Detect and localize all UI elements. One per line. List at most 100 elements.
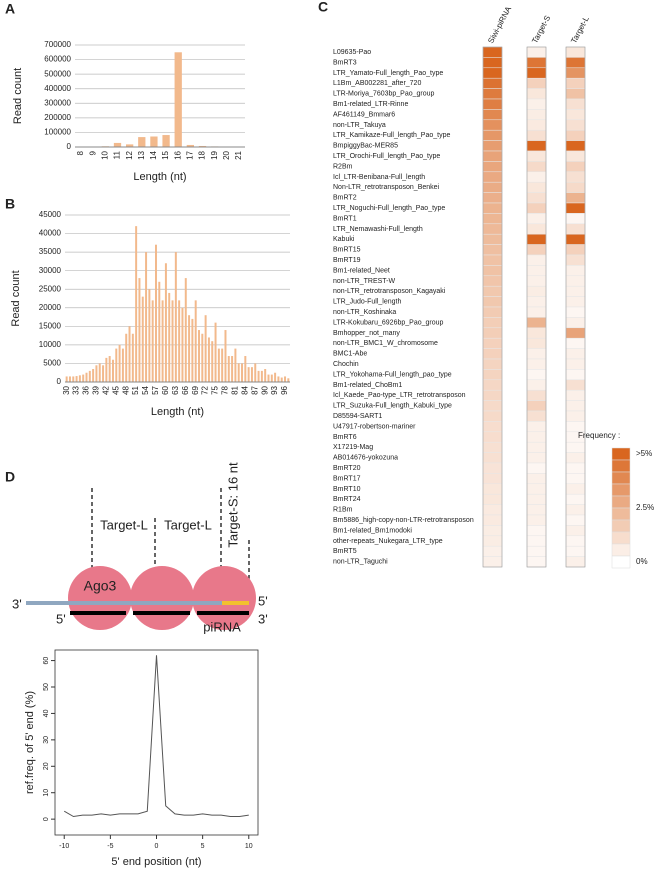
- bar: [231, 356, 233, 382]
- row-label: Bm1-related_Neet: [333, 267, 390, 274]
- heat-cell: [566, 224, 585, 234]
- x-tick-label: 57: [151, 385, 160, 394]
- heat-cell: [483, 161, 502, 171]
- heat-cell: [566, 57, 585, 67]
- row-label: R2Bm: [333, 163, 353, 170]
- heat-cell: [566, 130, 585, 140]
- row-label: non-LTR_TREST-W: [333, 278, 395, 285]
- heat-cell: [566, 442, 585, 452]
- row-label: non-LTR_Koshinaka: [333, 309, 396, 316]
- bar: [181, 308, 183, 382]
- bar: [172, 300, 174, 382]
- y-tick-label: 5000: [43, 359, 61, 368]
- bar: [72, 376, 74, 382]
- heat-cell: [566, 255, 585, 265]
- ago3-circle: [130, 566, 194, 630]
- row-label: non-LTR_retrotransposon_Kagayaki: [333, 288, 446, 295]
- heat-cell: [483, 401, 502, 411]
- y-tick-label: 100000: [44, 128, 71, 137]
- x-tick-label: 87: [250, 385, 259, 394]
- heat-cell: [566, 380, 585, 390]
- heat-cell: [483, 473, 502, 483]
- y-tick-label: 35000: [39, 247, 62, 256]
- heat-cell: [527, 515, 546, 525]
- heat-cell: [527, 359, 546, 369]
- x-tick-label: 63: [171, 385, 180, 394]
- row-label: LTR-Kokubaru_6926bp_Pao_group: [333, 319, 444, 326]
- row-label: BmRT2: [333, 195, 357, 202]
- row-label: BmRT5: [333, 548, 357, 555]
- heat-cell: [527, 349, 546, 359]
- heat-cell: [483, 484, 502, 494]
- x-tick-label: 54: [141, 385, 150, 394]
- x-tick-label: -10: [59, 843, 69, 850]
- row-label: BmRT20: [333, 465, 361, 472]
- heat-cell: [527, 130, 546, 140]
- bar: [175, 252, 177, 382]
- y-tick-label: 300000: [44, 98, 71, 107]
- heat-cell: [483, 68, 502, 78]
- x-tick-label: 10: [100, 150, 109, 159]
- bar: [145, 252, 147, 382]
- heat-cell: [566, 359, 585, 369]
- heat-cell: [566, 390, 585, 400]
- heat-cell: [566, 515, 585, 525]
- heat-cell: [566, 307, 585, 317]
- heat-cell: [527, 224, 546, 234]
- bar: [191, 319, 193, 382]
- x-tick-label: 5: [201, 843, 205, 850]
- legend-swatch: [612, 508, 630, 520]
- bar: [148, 289, 150, 382]
- heat-cell: [527, 494, 546, 504]
- y-tick-label: 30: [43, 736, 50, 744]
- heat-cell: [527, 151, 546, 161]
- y-tick-label: 10: [43, 789, 50, 797]
- heat-cell: [483, 276, 502, 286]
- bar: [82, 375, 84, 382]
- row-label: non-LTR_BMC1_W_chromosome: [333, 340, 438, 347]
- x-tick-label: 9: [88, 150, 97, 155]
- legend-swatch: [612, 544, 630, 556]
- heat-cell: [483, 432, 502, 442]
- heat-cell: [566, 473, 585, 483]
- row-label: non-LTR_Takuya: [333, 122, 386, 129]
- target-l-label: Target-L: [100, 517, 148, 532]
- y-tick-label: 400000: [44, 84, 71, 93]
- heat-cell: [483, 359, 502, 369]
- legend-swatch: [612, 520, 630, 532]
- bar: [132, 334, 134, 382]
- y-tick-label: 200000: [44, 113, 71, 122]
- heat-cell: [527, 245, 546, 255]
- bar: [122, 349, 124, 382]
- bar: [162, 300, 164, 382]
- y-tick-label: 40000: [39, 229, 62, 238]
- heat-cell: [483, 255, 502, 265]
- legend-swatch: [612, 460, 630, 472]
- heat-cell: [566, 557, 585, 567]
- row-label: Chochin: [333, 361, 359, 368]
- heat-cell: [483, 224, 502, 234]
- heat-cell: [527, 234, 546, 244]
- heat-cell: [483, 151, 502, 161]
- row-label: LTR_Nemawashi-Full_length: [333, 226, 423, 233]
- panel-label: C: [318, 0, 328, 15]
- bar: [178, 300, 180, 382]
- heat-cell: [566, 349, 585, 359]
- heat-cell: [527, 432, 546, 442]
- heat-cell: [527, 536, 546, 546]
- heat-cell: [527, 338, 546, 348]
- bar: [228, 356, 230, 382]
- heat-cell: [566, 328, 585, 338]
- x-tick-label: 48: [121, 385, 130, 394]
- heat-cell: [483, 89, 502, 99]
- y-tick-label: 10000: [39, 340, 62, 349]
- heat-cell: [483, 557, 502, 567]
- bar: [221, 349, 223, 382]
- heat-cell: [483, 442, 502, 452]
- bar: [224, 330, 226, 382]
- bar: [218, 349, 220, 382]
- bar: [95, 365, 97, 382]
- row-label: Bm1-related_Bm1modoki: [333, 527, 412, 534]
- heat-cell: [527, 401, 546, 411]
